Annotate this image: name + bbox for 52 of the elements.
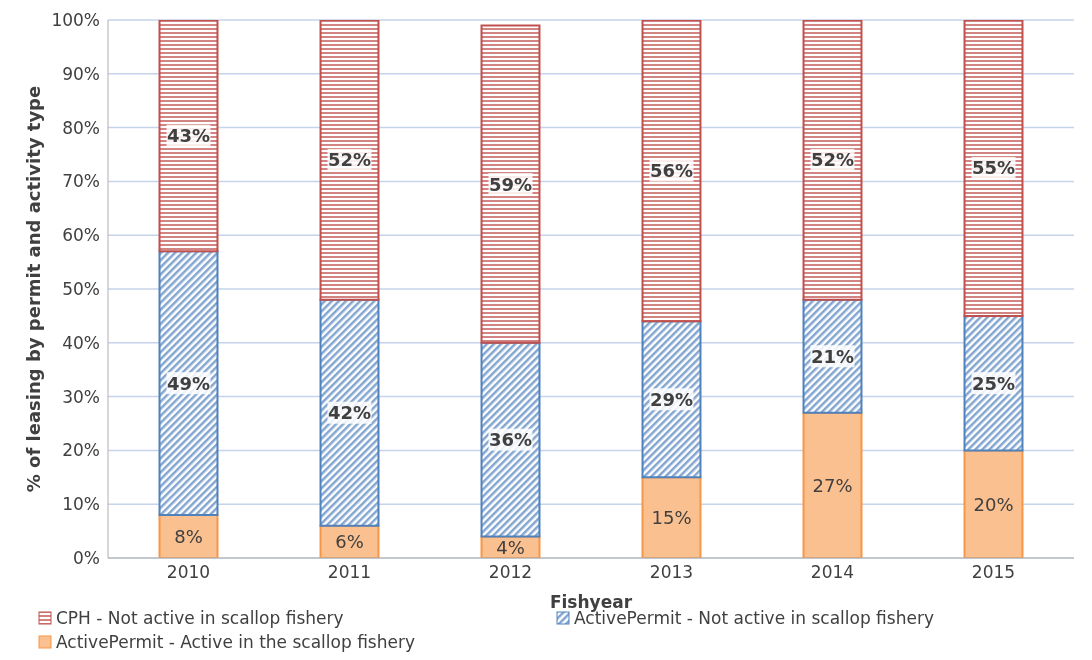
- y-tick-label: 100%: [51, 10, 100, 31]
- bar: [158, 20, 219, 253]
- data-label: 52%: [327, 149, 372, 171]
- y-tick-label: 40%: [62, 332, 100, 353]
- bar: [480, 24, 541, 344]
- legend-label: CPH - Not active in scallop fishery: [56, 608, 344, 628]
- data-label: 4%: [496, 536, 525, 558]
- x-axis-title: Fishyear: [549, 592, 633, 612]
- data-label: 55%: [971, 157, 1016, 179]
- y-tick-label: 10%: [62, 494, 100, 515]
- bar: [802, 20, 863, 301]
- data-label: 43%: [166, 125, 211, 147]
- data-label: 29%: [649, 388, 694, 410]
- data-label: 6%: [335, 531, 364, 553]
- y-tick-label: 30%: [62, 386, 100, 407]
- x-tick-label: 2012: [488, 562, 533, 583]
- data-label: 52%: [810, 149, 855, 171]
- data-label: 8%: [174, 525, 203, 547]
- data-label: 27%: [812, 474, 853, 496]
- x-tick-label: 2015: [971, 562, 1016, 583]
- data-label: 59%: [488, 173, 533, 195]
- y-tick-label: 60%: [62, 225, 100, 246]
- bar: [641, 20, 702, 323]
- data-label: 20%: [973, 493, 1014, 515]
- y-tick-label: 90%: [62, 63, 100, 84]
- legend-label: ActivePermit - Active in the scallop fishery: [56, 632, 415, 652]
- y-tick-label: 50%: [62, 279, 100, 300]
- bar: [319, 298, 380, 527]
- y-tick-label: 70%: [62, 171, 100, 192]
- data-label: 49%: [166, 372, 211, 394]
- data-label: 15%: [651, 507, 692, 529]
- data-label: 21%: [810, 345, 855, 367]
- bar: [641, 476, 702, 558]
- y-axis-title: % of leasing by permit and activity type: [23, 85, 45, 493]
- bar: [480, 341, 541, 538]
- y-tick-label: 0%: [73, 548, 100, 569]
- bar: [158, 250, 219, 516]
- y-tick-label: 80%: [62, 117, 100, 138]
- bar: [963, 20, 1024, 317]
- x-tick-label: 2011: [327, 562, 372, 583]
- y-tick-label: 20%: [62, 440, 100, 461]
- data-label: 36%: [488, 429, 533, 451]
- data-label: 42%: [327, 402, 372, 424]
- data-label: 56%: [649, 160, 694, 182]
- bar: [641, 320, 702, 479]
- data-label: 25%: [971, 372, 1016, 394]
- x-tick-label: 2010: [166, 562, 211, 583]
- x-tick-label: 2013: [649, 562, 694, 583]
- x-tick-label: 2014: [810, 562, 855, 583]
- bar: [963, 449, 1024, 558]
- bar: [319, 20, 380, 301]
- bar: [802, 411, 863, 558]
